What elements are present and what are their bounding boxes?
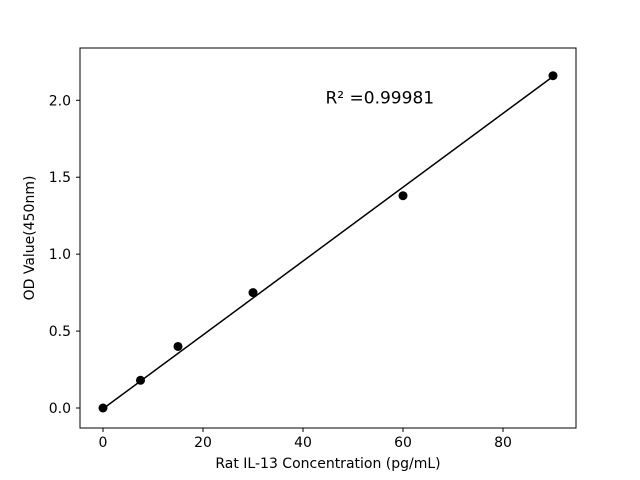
y-tick-label: 0.0 <box>49 401 71 417</box>
axes-spines <box>79 47 577 429</box>
y-tick-label: 0.5 <box>49 324 71 340</box>
y-axis-label: OD Value(450nm) <box>22 176 38 301</box>
data-point <box>136 375 145 385</box>
x-tick-label: 60 <box>394 435 412 451</box>
x-tick-label: 80 <box>494 435 512 451</box>
y-tick-label: 2.0 <box>49 93 71 109</box>
y-tick-label: 1.0 <box>49 247 71 263</box>
x-tick-label: 0 <box>99 435 108 451</box>
data-point <box>548 71 558 81</box>
fit-line <box>102 75 554 410</box>
data-point <box>173 341 183 351</box>
x-axis-label: Rat IL-13 Concentration (pg/mL) <box>215 456 440 472</box>
y-tick-label: 1.5 <box>49 170 71 186</box>
data-point <box>248 288 258 298</box>
r-squared-annotation: R² =0.99981 <box>326 88 435 108</box>
data-point <box>398 191 408 201</box>
x-tick-label: 40 <box>294 435 312 451</box>
x-tick-label: 20 <box>194 435 212 451</box>
data-point <box>98 403 108 413</box>
